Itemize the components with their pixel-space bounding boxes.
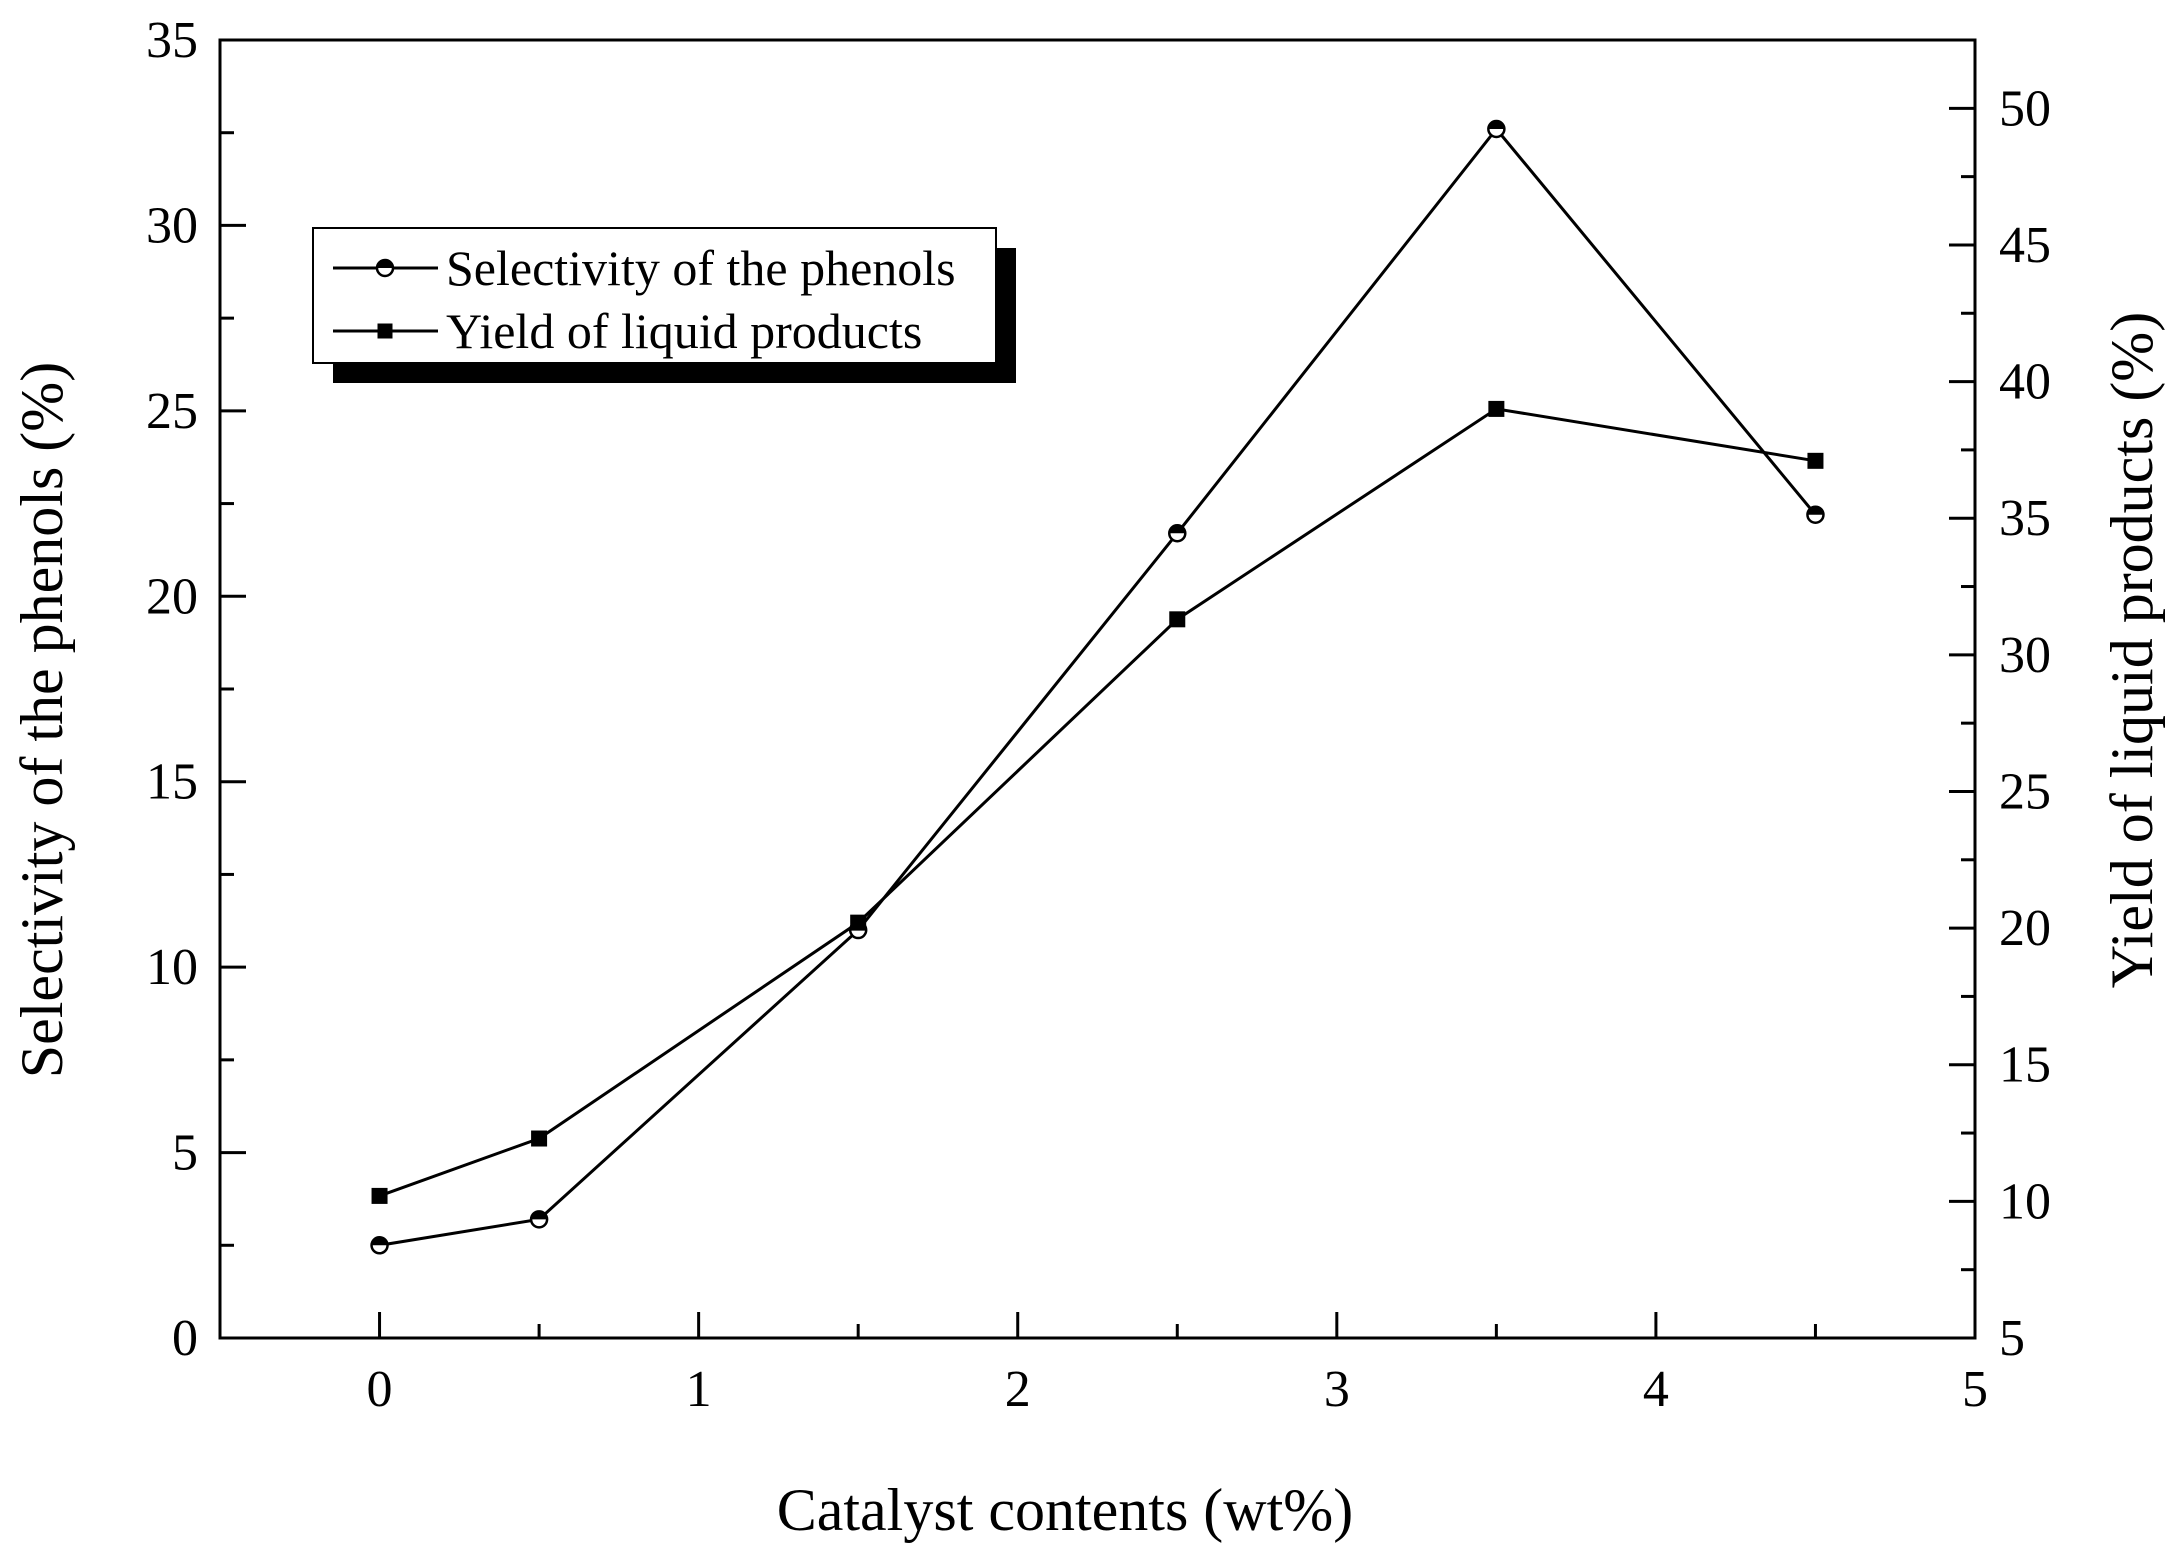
y-right-tick-label: 20 (1999, 900, 2051, 957)
y-right-tick-label: 50 (1999, 80, 2051, 137)
marker-fill (1169, 525, 1186, 534)
legend-label-2: Yield of liquid products (446, 303, 922, 359)
series-point-square (377, 323, 393, 339)
legend-box (312, 227, 997, 364)
y-right-tick-label: 40 (1999, 354, 2051, 411)
y-right-tick-label: 35 (1999, 490, 2051, 547)
y-left-tick-label: 35 (146, 12, 198, 69)
x-tick-label: 0 (367, 1361, 393, 1418)
y-left-tick-label: 0 (172, 1310, 198, 1367)
y-right-tick-label: 10 (1999, 1173, 2051, 1230)
y-axis-left-title: Selectivity of the phenols (%) (9, 362, 75, 1078)
series-point-half-circle (1487, 119, 1506, 139)
series-point-half-circle (370, 1236, 389, 1255)
y-axis-right-title: Yield of liquid products (%) (2099, 312, 2165, 989)
series-point-square (531, 1130, 548, 1147)
series-point-square (1488, 400, 1505, 417)
legend-label-1: Selectivity of the phenols (446, 240, 956, 296)
series-point-half-circle (529, 1210, 549, 1229)
series-point-half-circle (375, 258, 395, 278)
x-tick-label: 4 (1643, 1361, 1669, 1418)
series-point-square (850, 914, 867, 931)
series-line-1 (379, 126, 1817, 1247)
series-point-square (1807, 452, 1824, 469)
y-left-tick-label: 10 (146, 939, 198, 996)
x-tick-label: 2 (1005, 1361, 1031, 1418)
marker-fill (1488, 121, 1505, 130)
x-axis-title: Catalyst contents (wt%) (777, 1477, 1354, 1543)
y-right-tick-label: 5 (1999, 1310, 2025, 1367)
y-right-tick-label: 25 (1999, 763, 2051, 820)
series-point-square (371, 1187, 388, 1204)
y-right-tick-label: 15 (1999, 1037, 2051, 1094)
y-left-tick-label: 5 (172, 1125, 198, 1182)
y-left-tick-label: 15 (146, 754, 198, 811)
x-tick-label: 5 (1962, 1361, 1988, 1418)
y-right-tick-label: 45 (1999, 217, 2051, 274)
series-line-2 (379, 407, 1816, 1198)
series-point-half-circle (1168, 523, 1187, 543)
y-left-tick-label: 25 (146, 383, 198, 440)
marker-fill (371, 1237, 388, 1246)
marker-fill (1807, 506, 1824, 515)
y-left-tick-label: 20 (146, 568, 198, 625)
y-left-tick-label: 30 (146, 197, 198, 254)
marker-fill (531, 1211, 548, 1220)
series-point-half-circle (1806, 505, 1825, 524)
series-point-square (1169, 611, 1186, 628)
x-tick-label: 1 (686, 1361, 712, 1418)
y-right-tick-label: 30 (1999, 627, 2051, 684)
marker-fill (377, 260, 393, 268)
x-tick-label: 3 (1324, 1361, 1350, 1418)
